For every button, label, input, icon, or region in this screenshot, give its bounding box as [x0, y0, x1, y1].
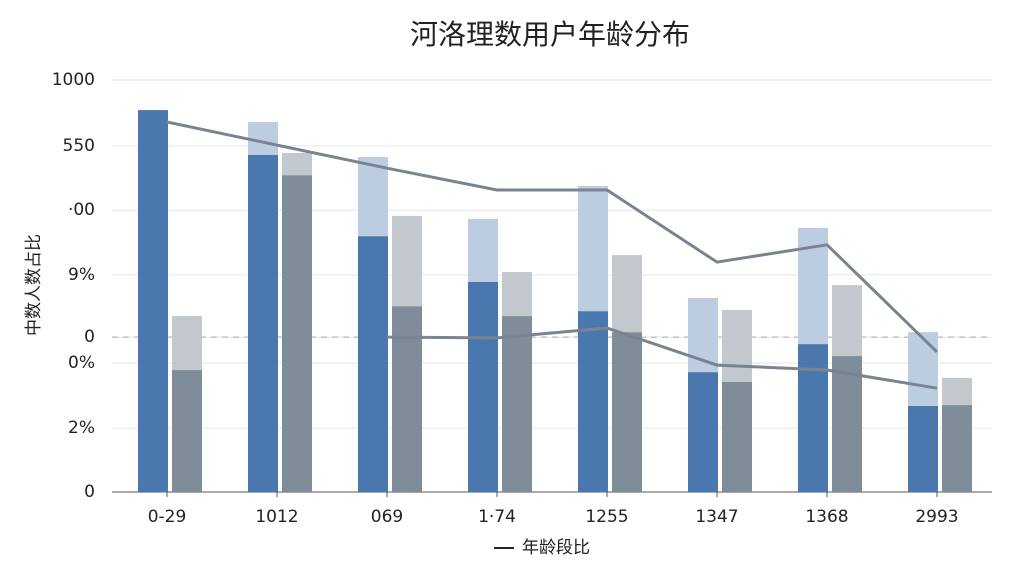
x-tick-label: 2993 — [915, 507, 958, 527]
y-tick-label: ·00 — [68, 200, 95, 220]
bar — [832, 285, 862, 357]
bar — [392, 215, 422, 307]
bar — [908, 332, 938, 406]
x-tick-label: 0-29 — [148, 507, 187, 527]
bar — [468, 218, 498, 282]
bar — [502, 271, 532, 317]
bar — [798, 344, 828, 492]
bar — [358, 236, 388, 492]
x-tick-label: 1368 — [805, 507, 848, 527]
y-tick-label: 9% — [68, 265, 95, 285]
y-tick-label: 0 — [84, 327, 95, 347]
bar — [942, 405, 972, 492]
bar — [612, 332, 642, 492]
bar — [722, 381, 752, 492]
bar — [248, 122, 278, 155]
bar — [172, 316, 202, 371]
x-tick-label: 069 — [371, 507, 403, 527]
bar — [392, 306, 422, 492]
bar — [138, 110, 168, 493]
y-tick-label: 0 — [84, 482, 95, 502]
y-tick-label: 550 — [63, 136, 95, 156]
line — [166, 120, 939, 353]
bar — [612, 255, 642, 333]
bar — [688, 372, 718, 492]
bar — [908, 405, 938, 492]
bar — [942, 377, 972, 406]
y-tick-label: 1000 — [52, 70, 95, 90]
line — [386, 326, 938, 390]
chart-title: 河洛理数用户年龄分布 — [410, 18, 690, 51]
bar — [282, 152, 312, 176]
x-tick-label: 1255 — [585, 507, 628, 527]
bar — [832, 356, 862, 492]
bar — [502, 316, 532, 492]
x-tick-label: 1347 — [695, 507, 738, 527]
x-axis-label: 年龄段比 — [522, 538, 590, 558]
bar — [578, 311, 608, 492]
y-tick-label: 2% — [68, 418, 95, 438]
bar — [248, 154, 278, 492]
x-tick-label: 1012 — [255, 507, 298, 527]
bar — [282, 175, 312, 492]
y-tick-label: 0% — [68, 353, 95, 373]
bar — [172, 370, 202, 492]
bar — [468, 281, 498, 492]
bar — [722, 309, 752, 382]
bar — [358, 157, 388, 237]
bar — [578, 185, 608, 312]
x-tick-label: 1·74 — [478, 507, 516, 527]
y-axis-label: 中数人数占比 — [24, 234, 44, 336]
